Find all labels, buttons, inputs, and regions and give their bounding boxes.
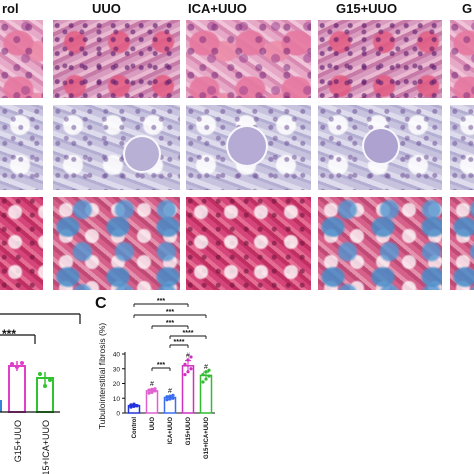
histology-pas-uuo <box>53 105 180 190</box>
data-point <box>204 377 208 381</box>
data-point <box>207 368 211 372</box>
histology-masson-g15-ica-uuo <box>450 197 474 290</box>
significance-marker: # <box>168 388 172 395</box>
data-point <box>171 396 175 400</box>
data-point <box>150 387 154 391</box>
significance-label: **** <box>174 339 185 346</box>
data-point <box>129 403 133 407</box>
column-header-ica-uuo: ICA+UUO <box>188 1 247 16</box>
data-point <box>20 361 24 365</box>
x-tick-label: G15+ICA+UUO <box>204 417 210 459</box>
histology-he-uuo <box>53 20 180 98</box>
data-point <box>38 372 42 376</box>
histology-pas-control <box>0 105 43 190</box>
histology-pas-ica-uuo <box>186 105 311 190</box>
histology-masson-control <box>0 197 43 290</box>
data-point <box>186 358 190 362</box>
data-point <box>147 391 151 395</box>
data-point <box>132 404 136 408</box>
histology-masson-g15-uuo <box>318 197 442 290</box>
bar-g15-uuo <box>8 365 26 413</box>
y-tick-label: 30 <box>113 366 121 373</box>
data-point <box>171 393 175 397</box>
x-tick-label: UUO <box>150 417 156 431</box>
data-point <box>43 384 47 388</box>
data-point <box>132 402 136 406</box>
histology-he-control <box>0 20 43 98</box>
data-point <box>165 398 169 402</box>
histology-pas-g15-ica-uuo <box>450 105 474 190</box>
data-point <box>48 378 52 382</box>
data-point <box>183 362 187 366</box>
glomerulus-shape <box>123 135 161 173</box>
significance-label: **** <box>183 330 194 337</box>
x-tick-label: G15+ICA+UUO <box>41 420 51 474</box>
significance-label: *** <box>157 362 165 369</box>
y-tick-label: 20 <box>113 381 121 388</box>
data-point <box>186 370 190 374</box>
bar-partial-blue <box>0 400 2 412</box>
histology-he-g15-ica-uuo <box>450 20 474 98</box>
significance-marker: # <box>186 353 190 360</box>
data-point <box>15 365 19 369</box>
column-header-g15-ica-uuo: G <box>462 1 473 16</box>
data-point <box>153 389 157 393</box>
data-point <box>153 387 157 391</box>
histology-pas-g15-uuo <box>318 105 442 190</box>
histology-masson-uuo <box>53 197 180 290</box>
data-point <box>204 370 208 374</box>
data-point <box>201 380 205 384</box>
data-point <box>10 362 14 366</box>
data-point <box>129 405 133 409</box>
glomerulus-shape <box>362 127 400 165</box>
panel-label-c: C <box>95 295 107 312</box>
column-header-control: rol <box>2 1 19 16</box>
x-tick-label: G15+UUO <box>186 417 192 446</box>
data-point <box>168 397 172 401</box>
histology-masson-ica-uuo <box>186 197 311 290</box>
x-tick-label: Control <box>132 417 138 439</box>
data-point <box>150 390 154 394</box>
column-header-uuo: UUO <box>92 1 121 16</box>
significance-label: *** <box>2 327 16 341</box>
data-point <box>147 388 151 392</box>
data-point <box>189 367 193 371</box>
y-axis-label: Tubulointerstitial fibrosis (%) <box>97 323 107 430</box>
column-header-g15-uuo: G15+UUO <box>336 1 398 16</box>
left-partial-chart: *** G15+UUO G15+ICA+UUO <box>0 313 81 474</box>
significance-label: *** <box>166 309 174 316</box>
significance-marker: # <box>204 364 208 371</box>
histology-he-ica-uuo <box>186 20 311 98</box>
data-point <box>189 355 193 359</box>
data-point <box>183 373 187 377</box>
significance-marker: # <box>150 381 154 388</box>
data-point <box>165 395 169 399</box>
significance-label: *** <box>157 298 165 305</box>
data-point <box>135 404 139 408</box>
y-tick-label: 0 <box>116 411 120 418</box>
fibrosis-bar-chart: Tubulointerstitial fibrosis (%) 0 10 20 30 4… <box>97 298 215 459</box>
y-tick-label: 10 <box>113 396 121 403</box>
x-tick-label: G15+UUO <box>13 420 23 462</box>
y-tick-label: 40 <box>113 352 121 359</box>
significance-label: *** <box>166 320 174 327</box>
data-point <box>207 374 211 378</box>
histology-he-g15-uuo <box>318 20 442 98</box>
data-point <box>168 394 172 398</box>
glomerulus-shape <box>226 125 268 167</box>
x-tick-label: ICA+UUO <box>168 417 174 445</box>
data-point <box>201 373 205 377</box>
